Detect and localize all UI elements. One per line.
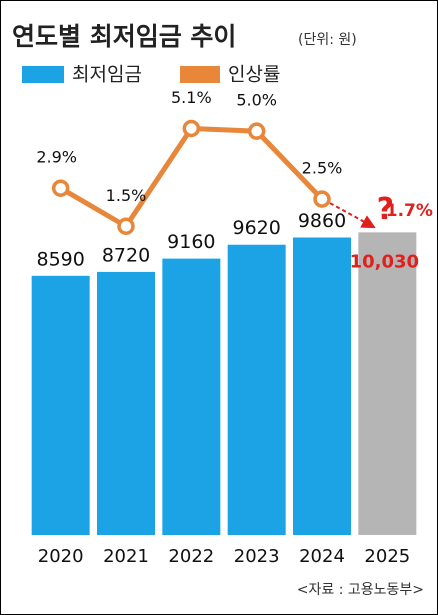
bar [97, 271, 155, 535]
bar [293, 237, 351, 535]
bar-value-label: 8590 [36, 248, 84, 270]
line-value-label: 1.5% [106, 186, 147, 205]
line-value-label: 5.1% [171, 88, 212, 107]
x-tick-label: 2024 [299, 546, 345, 567]
legend-label: 인상률 [228, 64, 280, 86]
legend-label: 최저임금 [72, 64, 142, 86]
line-value-label: 2.9% [36, 148, 77, 167]
line-point [247, 122, 266, 140]
line-point [117, 217, 135, 235]
bar-value-label: 9160 [167, 231, 215, 253]
line-value-label: 1.7% [386, 201, 433, 221]
x-tick-label: 2025 [364, 546, 410, 567]
bar [227, 244, 286, 536]
x-tick-label: 2023 [234, 546, 280, 567]
x-tick-label: 2022 [168, 546, 214, 567]
line-point [51, 179, 70, 197]
chart-subtitle: (단위: 원) [298, 32, 357, 48]
line-value-label: 5.0% [236, 91, 277, 110]
line-point [313, 190, 331, 208]
bar [162, 258, 221, 535]
line-value-label: 2.5% [302, 159, 343, 178]
legend-swatch [180, 66, 220, 83]
chart-title: 연도별 최저임금 추이 [12, 22, 236, 51]
bar-value-label: 8720 [102, 244, 150, 266]
x-tick-label: 2021 [103, 546, 149, 567]
x-tick-label: 2020 [38, 546, 84, 567]
bar-value-label: 9620 [232, 217, 280, 239]
bar-value-label: 9860 [298, 210, 346, 232]
bar-value-label: 10,030 [350, 251, 419, 272]
annotation: ? [377, 192, 394, 227]
forecast-line [329, 202, 376, 229]
bar [31, 275, 90, 535]
line-point [182, 119, 201, 138]
legend-swatch [22, 66, 64, 83]
bar [358, 232, 417, 536]
source: <자료 : 고용노동부> [297, 582, 424, 598]
